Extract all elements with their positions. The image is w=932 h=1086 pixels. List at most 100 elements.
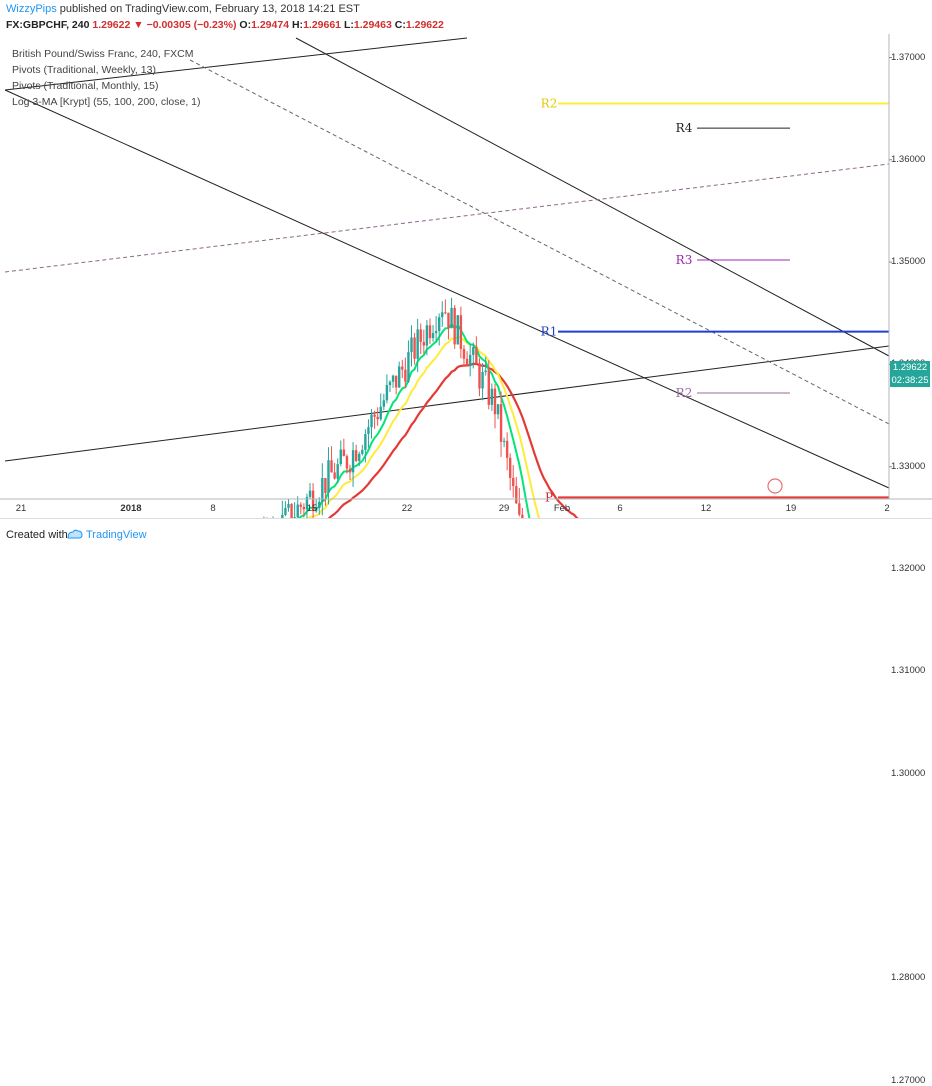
candle-body [444, 312, 447, 314]
price-tick-label: 1.31000 [891, 665, 926, 677]
candle-body [351, 450, 355, 473]
legend-weekly-pivots[interactable]: Pivots (Traditional, Weekly, 13) [12, 64, 156, 76]
candle-body [459, 315, 463, 349]
candle-body [478, 363, 481, 389]
candle-body [450, 307, 453, 329]
candle-body [296, 504, 299, 518]
time-tick-label: 2 [884, 503, 890, 514]
candle-body [515, 486, 518, 504]
monthly-pivot-label: R1 [541, 325, 558, 339]
candle-body [311, 490, 315, 512]
channel-upper-line [295, 37, 890, 357]
candle-body [302, 506, 306, 510]
down-arrow-icon: ▼ [133, 19, 144, 31]
legend-moving-averages[interactable]: Log 3-MA [Krypt] (55, 100, 200, close, 1… [12, 96, 201, 108]
last-price: 1.29622 [92, 19, 131, 31]
monthly-pivot-label: R2 [541, 97, 558, 111]
candle-body [462, 348, 466, 359]
tradingview-brand[interactable]: TradingView [86, 529, 147, 541]
weekly-pivot-label: R4 [676, 121, 693, 135]
candle-body [468, 354, 472, 366]
price-tick-label: 1.33000 [891, 460, 926, 472]
candle-body [487, 370, 490, 405]
candle-body [382, 400, 386, 407]
time-tick-label: 19 [785, 503, 797, 514]
candle-body [493, 388, 497, 415]
time-tick-label: 12 [700, 503, 712, 514]
candle-body [431, 333, 435, 339]
candle-body [385, 385, 389, 401]
pivot-lines [558, 102, 889, 499]
candle-body [318, 501, 321, 508]
candle-body [370, 414, 373, 428]
ma100-line [307, 335, 541, 518]
candle-body [401, 366, 404, 370]
price-tick-label: 1.37000 [891, 51, 926, 63]
candle-body [472, 347, 475, 355]
candle-body [376, 416, 379, 420]
trendlines [4, 37, 890, 489]
time-tick-label: 15 [306, 503, 318, 514]
candle-body [484, 370, 487, 372]
candle-body [354, 450, 358, 461]
candle-body [345, 456, 349, 469]
candle-body [373, 414, 376, 417]
ohlc-bar: FX:GBPCHF, 240 1.29622 ▼ −0.00305 (−0.23… [6, 19, 444, 31]
candle-body [422, 341, 426, 346]
countdown-tag: 02:38:25 [890, 374, 930, 387]
candle-body [321, 477, 324, 502]
time-tick-label: 22 [401, 503, 413, 514]
candle-body [481, 371, 484, 389]
uptrend-line [4, 345, 890, 462]
moving-averages [297, 322, 579, 518]
candle-body [281, 514, 284, 518]
candle-body [518, 503, 521, 515]
current-price-tag: 1.29622 [890, 361, 930, 374]
created-with-text: Created with [6, 529, 68, 541]
event-flag-icon [767, 478, 783, 494]
high-value: 1.29661 [303, 19, 342, 31]
publish-info: WizzyPips published on TradingView.com, … [6, 3, 360, 15]
candle-body [453, 307, 456, 345]
candle-body [336, 464, 339, 479]
price-tick-label: 1.27000 [891, 1074, 926, 1086]
weekly-pivot-label: R3 [676, 253, 693, 267]
time-tick-label: 6 [617, 503, 623, 514]
legend-series[interactable]: British Pound/Swiss Franc, 240, FXCM [12, 48, 194, 60]
price-tick-label: 1.28000 [891, 972, 926, 984]
open-value: 1.29474 [251, 19, 290, 31]
candle-body [475, 347, 478, 364]
chart-plot-area[interactable]: R2R1PS1S2S3R4R3R2R1S1S2 [0, 34, 932, 518]
weekly-pivot-label: R2 [676, 386, 693, 400]
tradingview-logo-icon [67, 529, 83, 539]
time-tick-label: 8 [210, 503, 216, 514]
candles [263, 297, 783, 518]
candle-body [505, 440, 509, 458]
channel-lower-line [4, 89, 890, 489]
high-label: H: [291, 19, 304, 31]
candle-body [499, 404, 503, 442]
publisher-name[interactable]: WizzyPips [6, 3, 57, 15]
close-label: C: [394, 19, 406, 31]
symbol-label[interactable]: FX:GBPCHF, 240 [6, 19, 90, 31]
candle-body [502, 440, 506, 442]
candle-body [305, 496, 309, 510]
candle-body [342, 449, 346, 457]
candle-body [394, 375, 398, 388]
candle-body [284, 507, 287, 515]
candle-body [308, 490, 312, 497]
legend-monthly-pivots[interactable]: Pivots (Traditional, Monthly, 15) [12, 80, 159, 92]
candle-body [413, 337, 416, 359]
candle-body [465, 358, 469, 366]
published-text: published on TradingView.com, February 1… [59, 3, 360, 15]
candle-body [496, 404, 500, 415]
price-tick-label: 1.30000 [891, 767, 926, 779]
candle-body [293, 517, 296, 518]
candle-body [339, 449, 342, 465]
candle-body [398, 366, 401, 388]
price-tick-label: 1.32000 [891, 563, 926, 574]
candle-body [410, 337, 413, 353]
low-label: L: [343, 19, 354, 31]
candle-body [508, 457, 512, 478]
open-label: O: [239, 19, 252, 31]
